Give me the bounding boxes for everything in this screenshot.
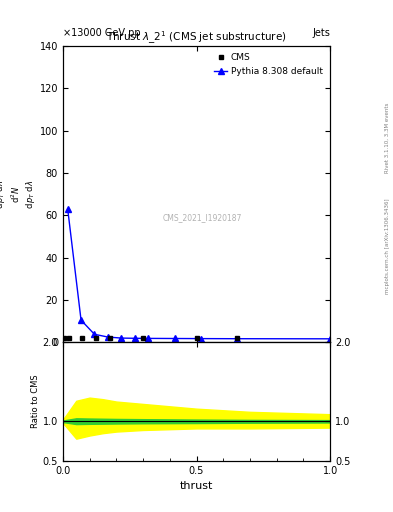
Legend: CMS, Pythia 8.308 default: CMS, Pythia 8.308 default (211, 51, 326, 78)
Text: mcplots.cern.ch [arXiv:1306.3436]: mcplots.cern.ch [arXiv:1306.3436] (385, 198, 389, 293)
Pythia 8.308 default (79, 317, 83, 323)
Pythia 8.308 default (145, 335, 150, 342)
CMS (194, 335, 199, 342)
Pythia 8.308 default (199, 335, 204, 342)
Pythia 8.308 default (119, 335, 123, 341)
CMS (80, 335, 84, 342)
Y-axis label: Ratio to CMS: Ratio to CMS (31, 375, 40, 429)
CMS (141, 335, 145, 342)
Pythia 8.308 default (234, 336, 239, 342)
Pythia 8.308 default (92, 331, 97, 337)
Text: CMS_2021_I1920187: CMS_2021_I1920187 (162, 214, 242, 222)
Pythia 8.308 default (132, 335, 137, 342)
Text: Rivet 3.1.10, 3.3M events: Rivet 3.1.10, 3.3M events (385, 103, 389, 174)
Title: Thrust $\lambda\_2^1$ (CMS jet substructure): Thrust $\lambda\_2^1$ (CMS jet substruct… (106, 30, 287, 46)
Text: Jets: Jets (312, 28, 330, 38)
Line: Pythia 8.308 default: Pythia 8.308 default (65, 206, 333, 342)
CMS (94, 335, 99, 342)
CMS (234, 335, 239, 342)
Pythia 8.308 default (65, 206, 70, 212)
CMS (107, 335, 112, 342)
Y-axis label: $\frac{1}{\rm d N}$
${\rm d}\,p_T\,{\rm d}\,\lambda$
${\rm d}^2 N$
${\rm d}\,p_T: $\frac{1}{\rm d N}$ ${\rm d}\,p_T\,{\rm … (0, 179, 37, 209)
X-axis label: thrust: thrust (180, 481, 213, 491)
CMS (66, 335, 71, 342)
Pythia 8.308 default (328, 336, 332, 342)
Text: ×13000 GeV pp: ×13000 GeV pp (63, 28, 141, 38)
Pythia 8.308 default (172, 335, 177, 342)
Line: CMS: CMS (62, 336, 239, 340)
Pythia 8.308 default (105, 334, 110, 340)
CMS (62, 335, 66, 342)
